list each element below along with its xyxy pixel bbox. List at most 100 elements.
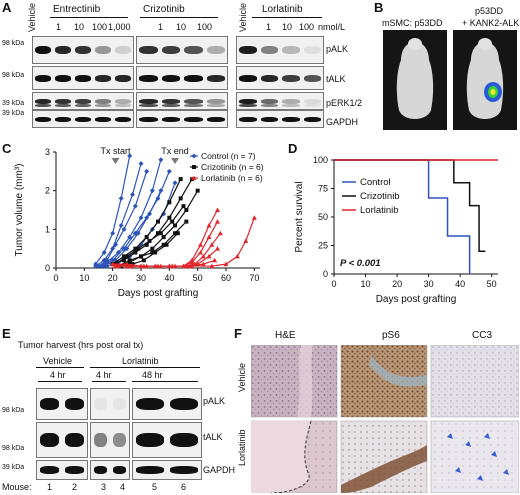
blot-band xyxy=(95,74,111,82)
kda-label-e: 98 kDa xyxy=(2,407,25,414)
series-line-control xyxy=(103,190,162,267)
he-vehicle-stroma xyxy=(297,345,313,417)
blot-strip xyxy=(90,388,130,420)
data-point xyxy=(132,203,138,209)
data-point xyxy=(158,231,163,236)
data-point xyxy=(161,235,166,240)
apoptosis-arrow-icon xyxy=(503,469,509,475)
x-tick-label: 0 xyxy=(53,273,58,283)
y-tick-label: 3 xyxy=(45,147,50,157)
blot-band xyxy=(75,98,91,104)
blot-strip xyxy=(132,460,202,480)
y-tick-label: 50 xyxy=(318,212,328,222)
data-point xyxy=(170,219,175,224)
y-tick-label: 25 xyxy=(318,241,328,251)
data-point xyxy=(122,258,126,263)
mouse-left-head xyxy=(408,38,422,50)
blot-band xyxy=(282,98,300,104)
blot-band xyxy=(40,398,59,410)
data-point xyxy=(139,254,143,259)
dose-criz-10: 10 xyxy=(176,22,187,32)
data-point xyxy=(150,250,155,255)
data-point xyxy=(209,242,215,247)
blot-band xyxy=(35,103,51,108)
blot-band xyxy=(282,116,300,122)
bioluminescence-image xyxy=(383,30,517,130)
data-point xyxy=(110,261,116,267)
dose-lor-1: 1 xyxy=(266,22,272,32)
crizotinib-label-a: Crizotinib xyxy=(143,4,185,15)
data-point xyxy=(209,263,215,269)
data-point xyxy=(132,230,138,236)
blot-band xyxy=(94,466,107,474)
time-underline xyxy=(38,381,82,382)
data-point xyxy=(144,235,149,240)
unit-label: nmol/L xyxy=(318,22,346,32)
data-point xyxy=(181,204,186,209)
blot-band xyxy=(35,74,51,82)
blot-strip xyxy=(36,460,88,480)
blot-band xyxy=(115,116,131,122)
x-tick-label: 40 xyxy=(455,279,465,289)
data-point xyxy=(118,222,124,228)
row-label-vehicle-f: Vehicle xyxy=(237,362,247,392)
blot-band xyxy=(65,466,84,474)
blot-band xyxy=(260,98,278,104)
blot-band xyxy=(115,98,131,104)
data-point xyxy=(98,263,104,269)
data-point xyxy=(184,219,189,224)
data-point xyxy=(234,253,240,259)
data-point xyxy=(164,242,169,247)
blot-strip xyxy=(32,110,134,128)
dose-criz-1: 1 xyxy=(158,22,164,32)
blot-band xyxy=(170,466,198,474)
data-point xyxy=(156,231,160,236)
blot-strip xyxy=(136,36,228,64)
blot-strip xyxy=(90,422,130,458)
blot-strip xyxy=(36,388,88,420)
blot-band xyxy=(94,398,107,410)
legend-marker xyxy=(191,153,197,159)
data-point xyxy=(223,261,229,267)
apoptosis-arrow-icon xyxy=(491,451,497,457)
blot-band xyxy=(55,98,71,104)
data-point xyxy=(147,238,152,243)
data-point xyxy=(101,250,107,256)
data-point xyxy=(172,180,178,186)
blot-strip xyxy=(136,92,228,110)
blot-band xyxy=(184,116,203,122)
treatment-annotation: Tx end xyxy=(161,146,189,156)
blot-band xyxy=(303,98,321,104)
data-point xyxy=(167,215,172,220)
data-point xyxy=(175,231,180,236)
panel-b-label: B xyxy=(374,0,384,15)
kda-label: 39 kDa xyxy=(2,110,25,117)
col-label-ps6: pS6 xyxy=(382,330,400,341)
blot-strip xyxy=(32,36,134,64)
col-label-he: H&E xyxy=(275,330,296,341)
apoptosis-arrow-icon xyxy=(455,467,461,473)
data-point xyxy=(178,177,183,182)
survival-line-crizotinib xyxy=(334,159,486,252)
data-point xyxy=(138,215,144,221)
blot-band xyxy=(161,116,180,122)
blot-band xyxy=(260,116,278,122)
data-point xyxy=(212,257,218,263)
data-point xyxy=(167,200,172,205)
panel-c-label: C xyxy=(2,141,12,156)
data-point xyxy=(206,222,212,228)
blot-band xyxy=(206,74,225,82)
blot-band xyxy=(161,46,180,55)
blot-band xyxy=(282,46,300,55)
time-48hr: 48 hr xyxy=(142,370,163,380)
dose-lor-100: 100 xyxy=(299,22,315,32)
blot-band xyxy=(303,46,321,55)
kda-label-e: 98 kDa xyxy=(2,445,25,452)
blot-strip xyxy=(90,460,130,480)
data-point xyxy=(110,246,116,252)
cc3-apoptosis-arrows xyxy=(447,433,509,481)
apoptosis-arrow-icon xyxy=(465,441,471,447)
data-point xyxy=(122,254,126,259)
blot-band xyxy=(303,116,321,122)
time-underline xyxy=(132,381,198,382)
